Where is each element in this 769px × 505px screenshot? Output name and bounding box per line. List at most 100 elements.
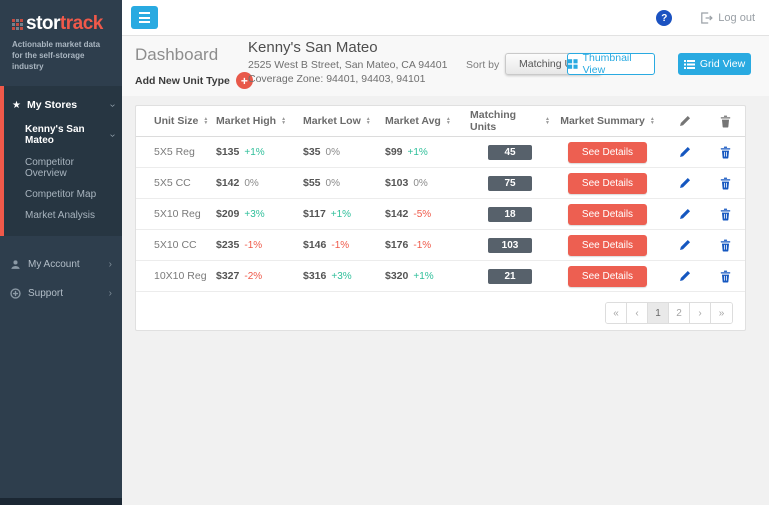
trash-icon: [720, 115, 730, 127]
sidebar-item-support[interactable]: Support ›: [0, 279, 122, 308]
edit-column-icon: [665, 115, 705, 127]
sort-icon: ▲ ▼: [445, 116, 451, 126]
market-summary-cell: See Details: [550, 141, 665, 163]
add-unit-button[interactable]: +: [235, 72, 253, 89]
unit-size-cell: 5X5 Reg: [154, 146, 195, 158]
matching-units-cell: 18: [470, 206, 550, 222]
pagination-first[interactable]: «: [606, 303, 627, 323]
pagination-next[interactable]: ›: [690, 303, 711, 323]
trash-icon: [720, 270, 730, 282]
market-low-cell: $35 0%: [303, 146, 340, 158]
edit-row-button[interactable]: [665, 208, 705, 220]
sort-by-label: Sort by: [466, 59, 500, 71]
add-new-unit-type: Add New Unit Type +: [135, 72, 253, 89]
person-icon: [11, 260, 20, 270]
market-high-cell: $142 0%: [216, 177, 259, 189]
column-header-market-summary[interactable]: Market Summary ▲ ▼: [560, 115, 655, 127]
sidebar-item-competitor-overview[interactable]: Competitor Overview: [25, 157, 74, 180]
table-body: 5X5 Reg $135 +1% $35 0% $99 +1% 45 See Deta…: [136, 137, 745, 292]
units-badge: 45: [488, 144, 532, 160]
pagination-last[interactable]: »: [711, 303, 732, 323]
pencil-icon: [680, 208, 691, 219]
market-low-cell: $55 0%: [303, 177, 340, 189]
unit-size-cell: 5X5 CC: [154, 177, 191, 189]
trash-icon: [720, 239, 730, 251]
units-badge: 75: [488, 175, 532, 191]
sidebar-item-my-account[interactable]: My Account ›: [0, 250, 122, 279]
store-name: Kenny's San Mateo: [248, 39, 378, 56]
delete-row-button[interactable]: [705, 239, 745, 252]
unit-size-cell: 10X10 Reg: [154, 270, 207, 282]
table-row: 10X10 Reg $327 -2% $316 +3% $320 +1% 21 See…: [136, 261, 745, 292]
thumbnail-view-button[interactable]: Thumbnail View: [567, 52, 655, 76]
delete-row-button[interactable]: [705, 208, 745, 221]
sidebar-item-competitor-map[interactable]: Competitor Map: [25, 189, 97, 201]
market-high-cell: $209 +3%: [216, 208, 265, 220]
brand-tagline: Actionable market data for the self-stor…: [12, 40, 101, 71]
delete-row-button[interactable]: [705, 270, 745, 283]
sort-icon: ▲ ▼: [281, 116, 287, 126]
market-summary-cell: See Details: [550, 203, 665, 225]
matching-units-cell: 103: [470, 237, 550, 253]
pagination-page-1[interactable]: 1: [648, 303, 669, 323]
trash-icon: [720, 208, 730, 220]
logo-grid-icon: [12, 18, 23, 30]
logout-button[interactable]: Log out: [700, 12, 755, 24]
pagination-prev[interactable]: ‹: [627, 303, 648, 323]
units-badge: 18: [488, 206, 532, 222]
sidebar-item-store[interactable]: Kenny's San Mateo ›: [25, 124, 118, 147]
coverage-zone: Coverage Zone: 94401, 94403, 94101: [248, 73, 426, 85]
sort-icon: ▲ ▼: [649, 116, 655, 126]
chevron-right-icon: ›: [108, 288, 112, 300]
menu-toggle-button[interactable]: [131, 6, 158, 29]
chevron-down-icon: ›: [106, 103, 118, 108]
sidebar-item-my-stores[interactable]: ★ My Stores ›: [12, 99, 118, 112]
see-details-button[interactable]: See Details: [567, 141, 648, 163]
sort-icon: ▲ ▼: [545, 116, 550, 126]
thumbnail-view-label: Thumbnail View: [582, 52, 632, 76]
column-header-market-low[interactable]: Market Low ▲ ▼: [303, 115, 371, 127]
page-header: [122, 36, 769, 96]
grid-view-button[interactable]: Grid View: [678, 53, 751, 75]
edit-row-button[interactable]: [665, 177, 705, 189]
column-header-market-avg[interactable]: Market Avg ▲ ▼: [385, 115, 451, 127]
delete-row-button[interactable]: [705, 146, 745, 159]
edit-row-button[interactable]: [665, 239, 705, 251]
trash-icon: [720, 177, 730, 189]
help-button[interactable]: ?: [656, 10, 673, 26]
see-details-button[interactable]: See Details: [567, 265, 648, 287]
grid-view-label: Grid View: [699, 58, 746, 70]
pagination-page-2[interactable]: 2: [669, 303, 690, 323]
column-header-unit-size[interactable]: Unit Size ▲ ▼: [154, 115, 209, 127]
star-icon: ★: [12, 99, 21, 111]
sort-icon: ▲ ▼: [203, 116, 209, 126]
sidebar: stor track Actionable market data for the…: [0, 0, 122, 505]
add-unit-label: Add New Unit Type: [135, 74, 230, 87]
sidebar-item-market-analysis[interactable]: Market Analysis: [25, 210, 96, 222]
delete-column-icon: [705, 115, 745, 128]
see-details-button[interactable]: See Details: [567, 203, 648, 225]
see-details-button[interactable]: See Details: [567, 234, 648, 256]
units-badge: 21: [488, 268, 532, 284]
matching-units-cell: 45: [470, 144, 550, 160]
market-high-cell: $235 -1%: [216, 239, 263, 251]
pagination: « ‹ 1 2 › »: [605, 302, 733, 324]
market-low-cell: $117 +1%: [303, 208, 352, 220]
logo-text-stor: stor: [26, 13, 60, 34]
table-row: 5X10 Reg $209 +3% $117 +1% $142 -5% 18 See …: [136, 199, 745, 230]
see-details-button[interactable]: See Details: [567, 172, 648, 194]
market-avg-cell: $176 -1%: [385, 239, 432, 251]
delete-row-button[interactable]: [705, 177, 745, 190]
column-header-market-high[interactable]: Market High ▲ ▼: [216, 115, 287, 127]
table-row: 5X5 CC $142 0% $55 0% $103 0% 75 See Detail…: [136, 168, 745, 199]
edit-row-button[interactable]: [665, 270, 705, 282]
main-content: Dashboard Add New Unit Type + Kenny's Sa…: [122, 36, 769, 505]
table-row: 5X5 Reg $135 +1% $35 0% $99 +1% 45 See Deta…: [136, 137, 745, 168]
thumbnail-grid-icon: [568, 59, 578, 69]
edit-row-button[interactable]: [665, 146, 705, 158]
units-badge: 103: [488, 237, 532, 253]
market-summary-cell: See Details: [550, 234, 665, 256]
column-header-matching-units[interactable]: Matching Units ▲ ▼: [470, 109, 550, 133]
logo-text-track: track: [59, 13, 103, 34]
matching-units-cell: 21: [470, 268, 550, 284]
